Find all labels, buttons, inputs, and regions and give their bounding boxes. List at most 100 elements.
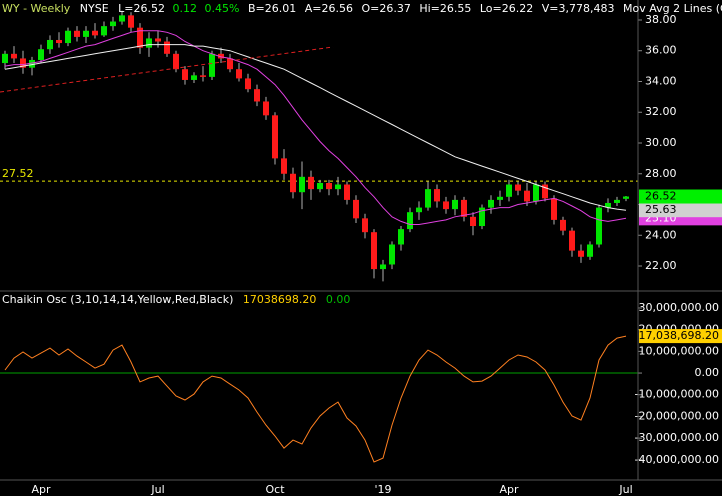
plot-layer: 22.0024.0026.0028.0030.0032.0034.0036.00… bbox=[0, 10, 722, 496]
candle-body bbox=[281, 158, 287, 174]
y-tick-label: 38.00 bbox=[645, 13, 677, 26]
oscillator-line bbox=[4, 335, 627, 463]
candle-body bbox=[371, 232, 377, 270]
candle-body bbox=[461, 199, 467, 217]
candle-body bbox=[263, 101, 269, 116]
candle-body bbox=[551, 198, 557, 220]
candle-body bbox=[596, 207, 602, 245]
value-box-label: 26.52 bbox=[645, 190, 677, 203]
candle-body bbox=[272, 115, 278, 159]
candle-body bbox=[119, 15, 125, 22]
candle-body bbox=[11, 53, 17, 59]
candle-body bbox=[20, 58, 26, 68]
y-tick-label: -20,000,000.00 bbox=[635, 409, 719, 422]
candle-body bbox=[38, 49, 44, 60]
candle-body bbox=[515, 184, 521, 191]
y-tick-label: 36.00 bbox=[645, 44, 677, 57]
header-high: Hi=26.55 bbox=[419, 2, 471, 15]
candle-body bbox=[299, 176, 305, 193]
candle-body bbox=[407, 212, 413, 230]
x-tick-label: Oct bbox=[265, 483, 285, 496]
trendline bbox=[0, 46, 334, 93]
candle-body bbox=[416, 207, 422, 213]
y-tick-label: 34.00 bbox=[645, 74, 677, 87]
candle-body bbox=[524, 190, 530, 202]
candle-body bbox=[569, 230, 575, 251]
candle-body bbox=[200, 75, 206, 77]
candle-body bbox=[218, 53, 224, 59]
candle-body bbox=[182, 69, 188, 80]
header-study: Mov Avg 2 Lines (Clos bbox=[623, 2, 722, 15]
candle-body bbox=[497, 196, 503, 200]
y-tick-label: 24.00 bbox=[645, 228, 677, 241]
y-tick-label: 30,000,000.00 bbox=[639, 301, 719, 314]
x-tick-label: Jul bbox=[150, 483, 164, 496]
candle-body bbox=[92, 30, 98, 36]
y-tick-label: 22.00 bbox=[645, 259, 677, 272]
x-tick-label: Apr bbox=[31, 483, 51, 496]
header-change: 0.12 bbox=[173, 2, 198, 15]
candle-body bbox=[380, 264, 386, 270]
candle-body bbox=[155, 38, 161, 42]
x-tick-label: '19 bbox=[374, 483, 391, 496]
value-box bbox=[639, 203, 722, 218]
candle-body bbox=[605, 202, 611, 208]
candle-body bbox=[434, 189, 440, 202]
candle-body bbox=[362, 218, 368, 233]
candle-body bbox=[479, 207, 485, 227]
header-volume: V=3,778,483 bbox=[542, 2, 615, 15]
candle-body bbox=[146, 38, 152, 48]
candle-body bbox=[56, 39, 62, 44]
candle-body bbox=[623, 196, 629, 199]
candle-body bbox=[227, 58, 233, 70]
indicator-header: Chaikin Osc (3,10,14,14,Yellow,Red,Black… bbox=[2, 293, 350, 306]
candle-body bbox=[560, 219, 566, 231]
candle-body bbox=[191, 75, 197, 80]
indicator-title: Chaikin Osc (3,10,14,14,Yellow,Red,Black… bbox=[2, 293, 233, 306]
candle-body bbox=[83, 30, 89, 37]
y-tick-label: 28.00 bbox=[645, 167, 677, 180]
reference-label: 27.52 bbox=[2, 167, 34, 180]
indicator-change: 0.00 bbox=[326, 293, 351, 306]
header-bid: B=26.01 bbox=[248, 2, 296, 15]
candle-body bbox=[74, 30, 80, 37]
y-tick-label: 0.00 bbox=[695, 366, 720, 379]
candle-body bbox=[452, 199, 458, 210]
candle-body bbox=[542, 184, 548, 199]
value-box-label: 25.63 bbox=[645, 203, 677, 216]
candle-body bbox=[254, 89, 260, 102]
candle-body bbox=[47, 39, 53, 50]
candle-body bbox=[2, 53, 8, 64]
header-last: L=26.52 bbox=[118, 2, 165, 15]
header-change-pct: 0.45% bbox=[205, 2, 240, 15]
candle-body bbox=[128, 15, 134, 28]
y-tick-label: -30,000,000.00 bbox=[635, 431, 719, 444]
candle-body bbox=[236, 69, 242, 79]
candle-body bbox=[173, 53, 179, 70]
price-header: WY - Weekly NYSE L=26.52 0.12 0.45% B=26… bbox=[2, 2, 722, 15]
header-exchange: NYSE bbox=[80, 2, 109, 15]
y-tick-label: 32.00 bbox=[645, 105, 677, 118]
candle-body bbox=[353, 199, 359, 219]
candle-body bbox=[398, 229, 404, 245]
candle-body bbox=[335, 184, 341, 190]
candle-body bbox=[488, 199, 494, 208]
candle-body bbox=[137, 27, 143, 48]
header-symbol: WY - Weekly bbox=[2, 2, 71, 15]
candle-body bbox=[290, 173, 296, 193]
candle-body bbox=[65, 30, 71, 44]
value-box bbox=[639, 189, 722, 204]
value-box-label: 17,038,698.20 bbox=[639, 329, 719, 342]
header-low: Lo=26.22 bbox=[480, 2, 533, 15]
candle-body bbox=[308, 176, 314, 190]
candle-body bbox=[587, 244, 593, 257]
y-tick-label: 10,000,000.00 bbox=[639, 344, 719, 357]
candle-body bbox=[110, 21, 116, 27]
candle-body bbox=[317, 182, 323, 190]
x-tick-label: Apr bbox=[499, 483, 519, 496]
value-box bbox=[639, 329, 722, 344]
candle-body bbox=[443, 201, 449, 210]
